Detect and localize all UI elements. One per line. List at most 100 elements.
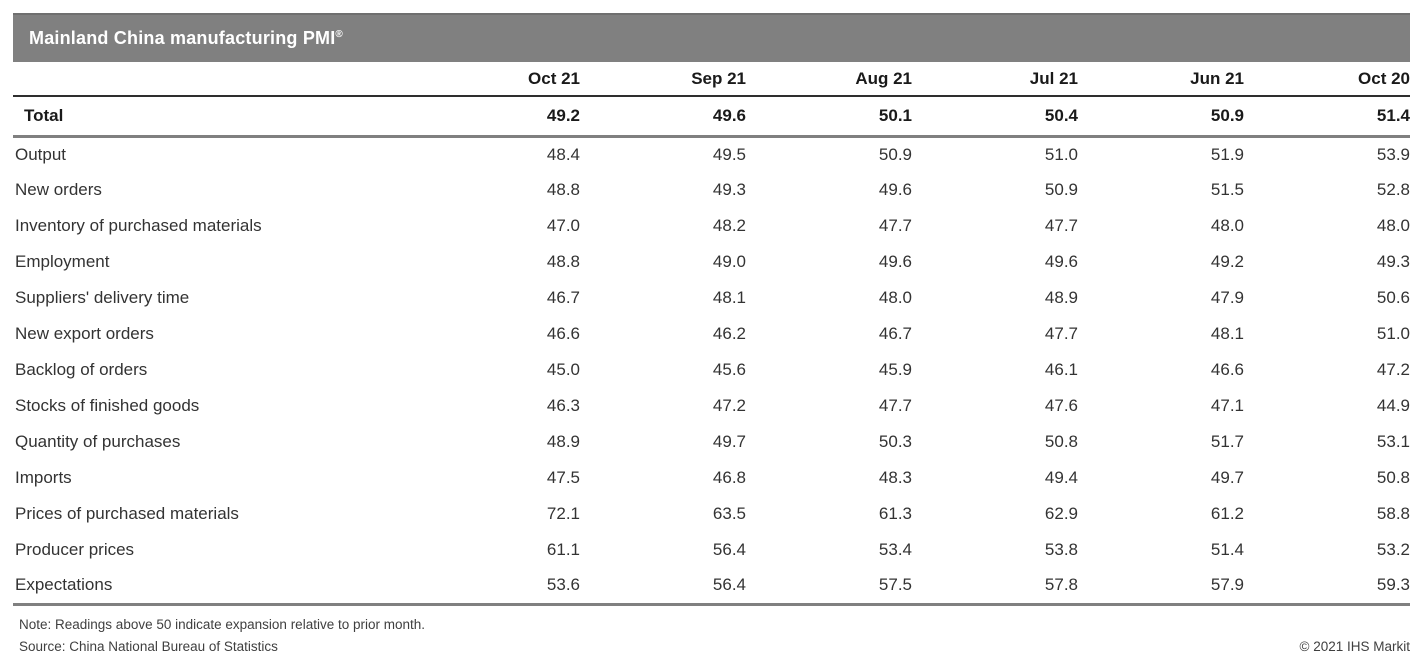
row-label: Suppliers' delivery time [15, 288, 190, 307]
value-cell: 49.7 [712, 432, 746, 451]
value-cell: 53.9 [1376, 144, 1410, 164]
row-label: Employment [15, 252, 110, 271]
value-cell: 62.9 [1044, 504, 1078, 523]
note-text: Note: Readings above 50 indicate expansi… [19, 616, 425, 632]
table-row: Expectations 53.6 56.4 57.5 57.8 57.9 59.3 [13, 568, 1410, 606]
value-cell: 56.4 [712, 540, 746, 559]
value-cell: 47.7 [1044, 216, 1078, 235]
total-row: Total 49.2 49.6 50.1 50.4 50.9 51.4 [13, 96, 1410, 138]
value-cell: 53.6 [414, 568, 580, 606]
value-cell: 44.9 [1376, 396, 1410, 415]
value-cell: 52.8 [1376, 180, 1410, 199]
value-cell: 59.3 [1244, 568, 1410, 606]
source-text: Source: China National Bureau of Statist… [19, 638, 278, 654]
value-cell: 47.7 [878, 396, 912, 415]
value-cell: 48.1 [712, 288, 746, 307]
row-label: Stocks of finished goods [15, 396, 200, 415]
value-cell: 47.0 [546, 216, 580, 235]
registered-trademark-symbol: ® [335, 29, 343, 40]
value-cell: 46.1 [1044, 360, 1078, 379]
table-row: Producer prices 61.1 56.4 53.4 53.8 51.4 53.2 [13, 532, 1410, 568]
row-label: New orders [15, 180, 102, 199]
value-cell: 50.9 [1044, 180, 1078, 199]
value-cell: 49.0 [712, 252, 746, 271]
value-cell: 46.8 [712, 468, 746, 487]
column-header: Jul 21 [912, 62, 1078, 97]
value-cell: 45.6 [712, 360, 746, 379]
value-cell: 51.4 [1210, 540, 1244, 559]
value-cell: 48.2 [712, 216, 746, 235]
row-label: Prices of purchased materials [15, 504, 239, 523]
table-row: Suppliers' delivery time 46.7 48.1 48.0 48.9… [13, 280, 1410, 316]
value-cell: 50.9 [1078, 96, 1244, 138]
row-label: Producer prices [15, 540, 135, 559]
column-header-row: Oct 21 Sep 21 Aug 21 Jul 21 Jun 21 Oct 20 [13, 62, 1410, 97]
table-row: Imports 47.5 46.8 48.3 49.4 49.7 50.8 [13, 460, 1410, 496]
value-cell: 49.3 [712, 180, 746, 199]
value-cell: 47.1 [1210, 396, 1244, 415]
row-label: Backlog of orders [15, 360, 148, 379]
page-title: Mainland China manufacturing PMI® [13, 28, 343, 49]
value-cell: 51.0 [1044, 144, 1078, 164]
column-header: Sep 21 [580, 62, 746, 97]
value-cell: 49.3 [1376, 252, 1410, 271]
value-cell: 47.6 [1044, 396, 1078, 415]
row-label: Inventory of purchased materials [15, 216, 262, 235]
value-cell: 47.7 [1044, 324, 1078, 343]
value-cell: 50.3 [878, 432, 912, 451]
value-cell: 46.6 [1210, 360, 1244, 379]
value-cell: 48.0 [1376, 216, 1410, 235]
value-cell: 51.4 [1244, 96, 1410, 138]
value-cell: 50.4 [912, 96, 1078, 138]
table-body: Total 49.2 49.6 50.1 50.4 50.9 51.4 Output 48.4 4… [13, 96, 1410, 606]
source-line: Source: China National Bureau of Statist… [13, 639, 1410, 654]
value-cell: 57.8 [912, 568, 1078, 606]
table-header: Oct 21 Sep 21 Aug 21 Jul 21 Jun 21 Oct 20 [13, 62, 1410, 97]
pmi-data-table: Oct 21 Sep 21 Aug 21 Jul 21 Jun 21 Oct 20 Tot… [13, 62, 1410, 606]
value-cell: 46.3 [546, 396, 580, 415]
value-cell: 49.7 [1210, 468, 1244, 487]
table-footer: Note: Readings above 50 indicate expansi… [13, 617, 1410, 654]
value-cell: 45.9 [878, 360, 912, 379]
value-cell: 53.8 [1044, 540, 1078, 559]
value-cell: 49.6 [878, 180, 912, 199]
value-cell: 48.9 [546, 432, 580, 451]
row-label: Output [15, 144, 67, 164]
value-cell: 46.7 [878, 324, 912, 343]
value-cell: 48.1 [1210, 324, 1244, 343]
value-cell: 61.3 [878, 504, 912, 523]
value-cell: 51.9 [1210, 144, 1244, 164]
value-cell: 49.4 [1044, 468, 1078, 487]
value-cell: 50.1 [746, 96, 912, 138]
value-cell: 47.2 [712, 396, 746, 415]
value-cell: 57.9 [1078, 568, 1244, 606]
value-cell: 58.8 [1376, 504, 1410, 523]
table-row: New export orders 46.6 46.2 46.7 47.7 48.1 51.… [13, 316, 1410, 352]
value-cell: 48.8 [546, 180, 580, 199]
column-header: Oct 20 [1244, 62, 1410, 97]
value-cell: 46.6 [546, 324, 580, 343]
value-cell: 51.5 [1210, 180, 1244, 199]
table-row: Backlog of orders 45.0 45.6 45.9 46.1 46.6 47.… [13, 352, 1410, 388]
value-cell: 48.8 [546, 252, 580, 271]
value-cell: 61.1 [546, 540, 580, 559]
title-bar: Mainland China manufacturing PMI® [13, 13, 1410, 62]
value-cell: 50.8 [1044, 432, 1078, 451]
table-row: Stocks of finished goods 46.3 47.2 47.7 47.6… [13, 388, 1410, 424]
value-cell: 53.1 [1376, 432, 1410, 451]
column-header: Oct 21 [414, 62, 580, 97]
value-cell: 48.0 [1210, 216, 1244, 235]
value-cell: 48.0 [878, 288, 912, 307]
value-cell: 49.6 [1044, 252, 1078, 271]
column-header-corner [13, 62, 414, 97]
value-cell: 46.2 [712, 324, 746, 343]
value-cell: 72.1 [546, 504, 580, 523]
value-cell: 51.7 [1210, 432, 1244, 451]
row-label: Quantity of purchases [15, 432, 181, 451]
row-label: Expectations [13, 568, 414, 606]
value-cell: 47.2 [1376, 360, 1410, 379]
value-cell: 48.9 [1044, 288, 1078, 307]
table-row: Prices of purchased materials 72.1 63.5 61.… [13, 496, 1410, 532]
value-cell: 48.3 [878, 468, 912, 487]
